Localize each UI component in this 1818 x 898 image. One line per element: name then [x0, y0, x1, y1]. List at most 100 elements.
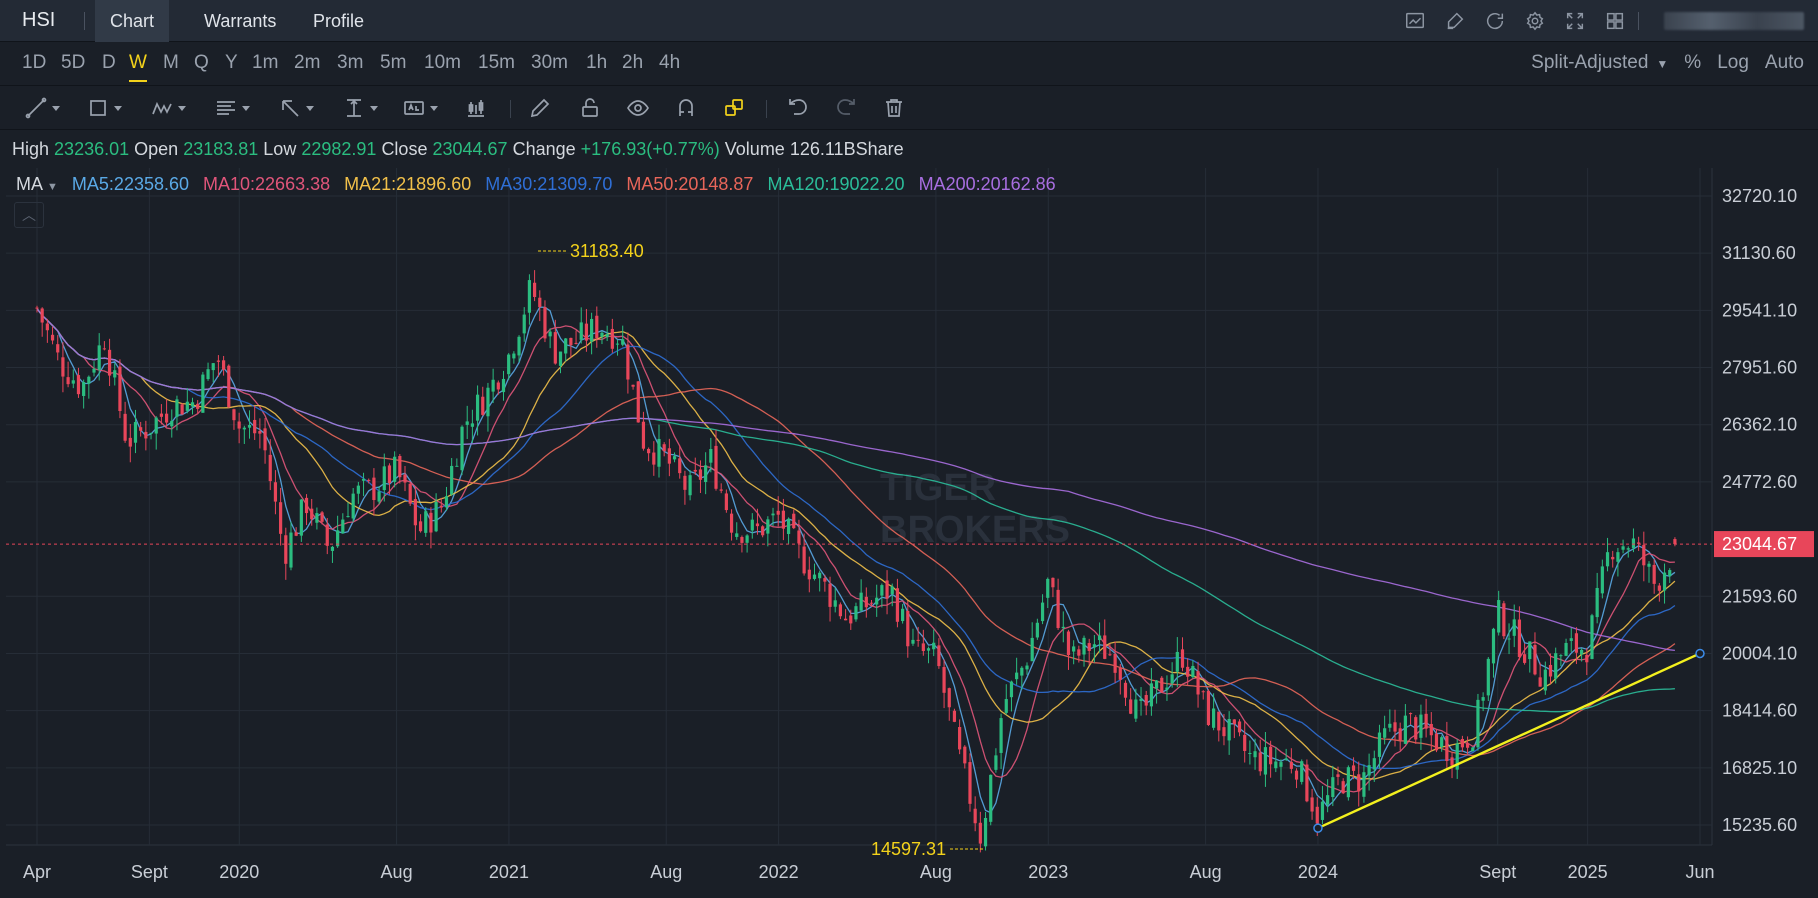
delete-tool[interactable] [882, 94, 906, 122]
trendline[interactable] [1317, 652, 1701, 830]
refresh-icon[interactable] [1482, 8, 1508, 34]
y-tick-label: 21593.60 [1722, 586, 1797, 606]
redo-tool[interactable] [834, 94, 858, 122]
interval-2m[interactable]: 2m [294, 52, 321, 73]
candle-body [1357, 774, 1361, 792]
interval-5d[interactable]: 5D [61, 52, 86, 73]
account-name-blurred[interactable] [1664, 12, 1804, 30]
magnet-tool[interactable] [674, 94, 698, 122]
interval-15m[interactable]: 15m [478, 52, 515, 73]
interval-q[interactable]: Q [194, 52, 209, 73]
fullscreen-icon[interactable] [1562, 8, 1588, 34]
fib-tool[interactable] [214, 94, 250, 122]
candle-body [408, 483, 412, 504]
candle-tool[interactable] [464, 94, 488, 122]
trendline-tool[interactable] [24, 94, 60, 122]
collapse-legend-button[interactable]: ︿ [14, 202, 44, 228]
candle-body [1326, 795, 1330, 805]
candle-body [683, 475, 687, 490]
candle-body [1077, 649, 1081, 656]
candle-body [797, 530, 801, 544]
candle-body [507, 354, 511, 375]
interval-1d[interactable]: 1D [22, 52, 47, 73]
line-tool-icon [25, 97, 47, 119]
interval-2h[interactable]: 2h [622, 52, 644, 73]
trendline-drawing[interactable] [1313, 648, 1705, 833]
interval-m[interactable]: M [163, 52, 179, 73]
shape-tool[interactable] [86, 94, 122, 122]
interval-1h[interactable]: 1h [586, 52, 608, 73]
visibility-tool[interactable] [626, 94, 650, 122]
candle-body [1502, 603, 1506, 637]
candle-body [1611, 556, 1615, 560]
x-tick-label: Aug [381, 862, 413, 882]
candle-body [1092, 644, 1096, 648]
chart-type-icon[interactable] [1402, 8, 1428, 34]
interval-30m[interactable]: 30m [531, 52, 568, 73]
interval-w[interactable]: W [129, 52, 147, 82]
percent-toggle[interactable]: % [1684, 52, 1702, 73]
undo-tool[interactable] [786, 94, 810, 122]
candle-body [1491, 628, 1496, 664]
trendline-handle[interactable] [1313, 823, 1323, 833]
divider [1638, 12, 1639, 30]
pattern-tool[interactable] [150, 94, 186, 122]
candle-body [1201, 691, 1205, 693]
candle-body [1336, 774, 1340, 777]
candle-body [1414, 717, 1418, 740]
high-label: High [12, 139, 50, 159]
trendline-handle[interactable] [1695, 648, 1705, 659]
candle-body [647, 448, 651, 454]
candle-body [610, 328, 614, 349]
candle-body [926, 648, 931, 651]
arrow-tool[interactable] [278, 94, 314, 122]
pencil-tool[interactable] [528, 94, 552, 122]
text-tool[interactable] [402, 94, 438, 122]
interval-d[interactable]: D [102, 52, 116, 73]
interval-5m[interactable]: 5m [380, 52, 407, 73]
tab-chart[interactable]: Chart [95, 0, 170, 42]
y-tick-label: 26362.10 [1722, 415, 1797, 435]
interval-3m[interactable]: 3m [337, 52, 364, 73]
tab-warrants[interactable]: Warrants [204, 11, 277, 31]
candle-body [522, 314, 526, 334]
log-toggle[interactable]: Log [1717, 52, 1749, 73]
tab-profile[interactable]: Profile [313, 11, 365, 31]
candle-body [341, 519, 345, 534]
candle-body [662, 444, 666, 452]
candle-body [1564, 642, 1568, 656]
candle-body [128, 437, 132, 447]
price-axis[interactable]: 32720.10 31130.60 29541.10 27951.60 26362.10… [1722, 186, 1797, 835]
layout-icon[interactable] [1602, 8, 1628, 34]
candle-body [709, 449, 713, 463]
interval-1m[interactable]: 1m [252, 52, 279, 73]
interval-10m[interactable]: 10m [424, 52, 461, 73]
interval-4h[interactable]: 4h [659, 52, 681, 73]
time-axis[interactable]: Apr Sept 2020 Aug 2021 Aug 2022 Aug 2023 Aug 2024 S… [23, 862, 1715, 882]
candle-body [1279, 762, 1283, 767]
candle-body [139, 427, 143, 431]
candle-body [1372, 758, 1376, 770]
link-tool[interactable] [722, 94, 746, 122]
auto-toggle[interactable]: Auto [1764, 52, 1804, 73]
candle-body [1419, 714, 1423, 738]
redo-icon [837, 99, 855, 115]
candle-body [595, 315, 599, 339]
draw-icon[interactable] [1442, 8, 1468, 34]
candle-body [1175, 651, 1179, 672]
interval-y[interactable]: Y [225, 52, 238, 73]
candle-body [1087, 643, 1091, 651]
price-chart[interactable]: TIGER BROKERS 23044.67 32720.10 31130.60 2… [0, 168, 1818, 895]
candle-body [1284, 758, 1288, 760]
candle-body [1160, 677, 1164, 693]
ma-line [36, 306, 1676, 814]
candle-body [45, 323, 49, 331]
low-value: 22982.91 [301, 139, 377, 159]
settings-icon[interactable] [1522, 8, 1548, 34]
candle-body [1004, 699, 1008, 713]
lock-tool[interactable] [578, 94, 602, 122]
adjust-select[interactable]: Split-Adjusted ▼ [1531, 52, 1668, 74]
measure-tool[interactable] [342, 94, 378, 122]
candle-body [50, 334, 55, 341]
ma-indicator-select[interactable]: MA ▼ [16, 174, 58, 195]
